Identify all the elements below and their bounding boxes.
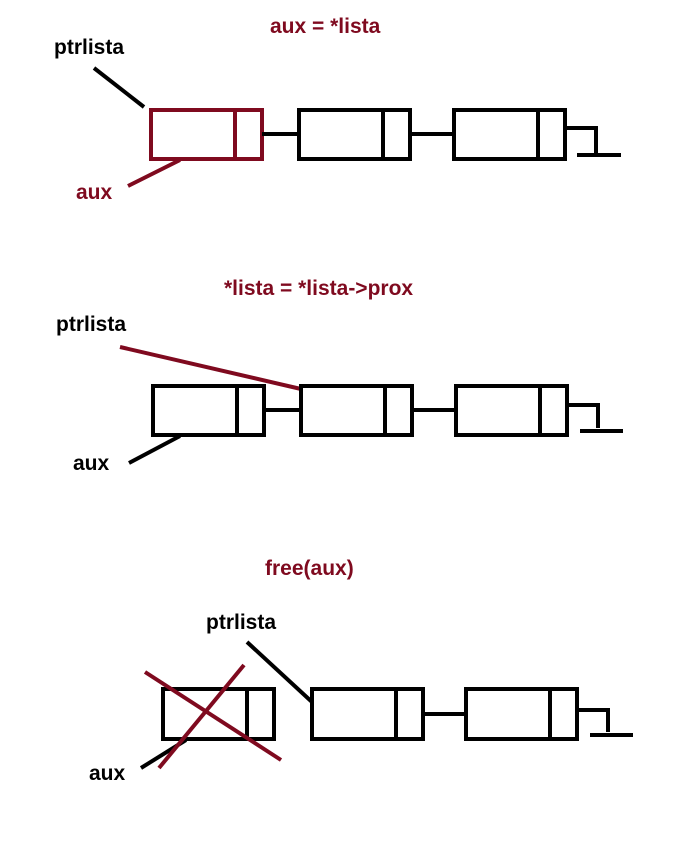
step-3-node-3 [464, 687, 579, 741]
step-3-ptrlista-label: ptrlista [206, 611, 276, 634]
step-2-node-1 [151, 384, 266, 437]
node-body [310, 687, 425, 741]
node-body [151, 384, 266, 437]
step-3: free(aux) ptrlista aux [89, 557, 633, 785]
step-3-aux-label: aux [89, 762, 126, 785]
node-body [149, 108, 264, 161]
step-1-node-2 [297, 108, 412, 161]
node-body [161, 687, 276, 741]
step-1-aux-pointer [127, 158, 181, 188]
node-body [452, 108, 567, 161]
step-2-aux-label: aux [73, 452, 110, 475]
step-2-node-3 [454, 384, 569, 437]
step-2-ptrlista-label: ptrlista [56, 313, 126, 336]
step-3-title: free(aux) [265, 557, 354, 580]
step-1-node-3 [452, 108, 567, 161]
node-body [464, 687, 579, 741]
step-1-title: aux = *lista [270, 15, 381, 38]
step-2-aux-pointer [128, 434, 181, 465]
step-1-node-1 [149, 108, 264, 161]
step-1: aux = *lista ptrlista aux [54, 15, 621, 204]
step-2-ptrlista-pointer [119, 345, 302, 391]
step-3-node-2 [310, 687, 425, 741]
step-1-ptrlista-pointer [92, 66, 146, 109]
node-body [454, 384, 569, 437]
step-2: *lista = *lista->prox ptrlista aux [56, 277, 623, 475]
step-3-freed-cross-icon [143, 663, 283, 770]
node-body [297, 108, 412, 161]
step-3-ptrlista-pointer [245, 640, 314, 704]
step-1-null-ground-icon [565, 126, 621, 157]
step-2-node-2 [299, 384, 414, 437]
step-3-freed-node [161, 687, 276, 741]
step-1-aux-label: aux [76, 181, 113, 204]
step-2-null-ground-icon [567, 403, 623, 433]
node-body [299, 384, 414, 437]
step-1-ptrlista-label: ptrlista [54, 36, 124, 59]
step-3-null-ground-icon [577, 708, 633, 737]
step-2-title: *lista = *lista->prox [224, 277, 413, 300]
